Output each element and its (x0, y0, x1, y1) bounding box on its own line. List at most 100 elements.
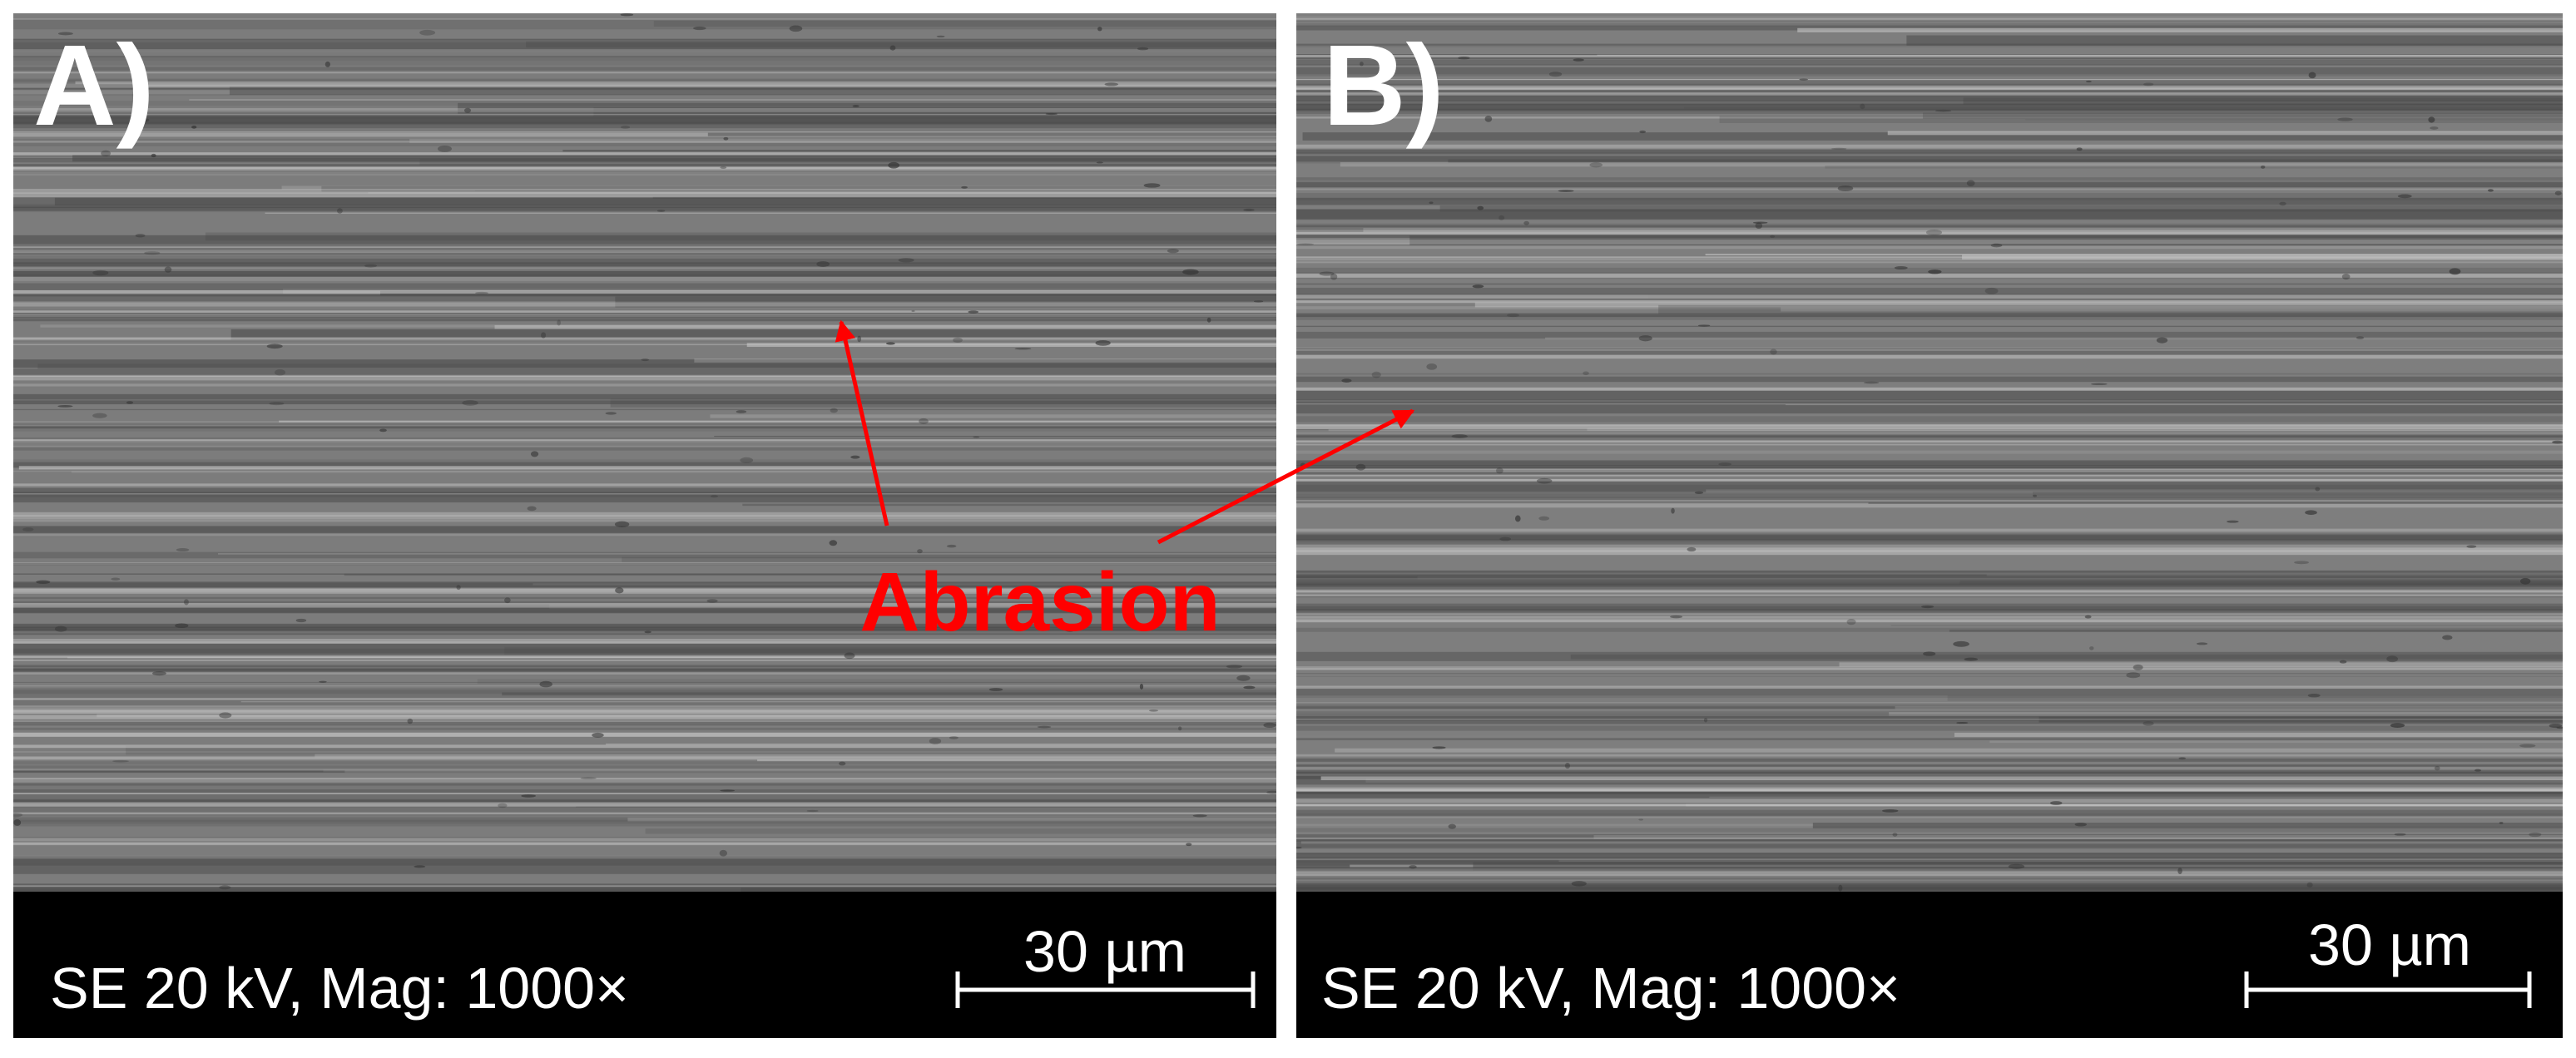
pit (2261, 165, 2266, 169)
striation (1959, 581, 2563, 585)
pit (274, 368, 286, 376)
pit (2305, 510, 2317, 515)
pit (615, 587, 624, 594)
striation (13, 889, 1276, 892)
striation (1296, 425, 2563, 429)
striation (13, 309, 1276, 317)
pit (1990, 243, 2003, 248)
striation (13, 424, 1276, 427)
pit (1703, 717, 1708, 723)
striation (1296, 373, 2563, 375)
pit (1925, 230, 1943, 235)
pit (719, 849, 728, 857)
pit (1860, 103, 1865, 110)
striation (1296, 868, 2563, 873)
striation (1296, 43, 2563, 47)
pit (136, 117, 150, 122)
pit (2143, 721, 2154, 726)
striation (562, 150, 1276, 152)
pit (2177, 868, 2182, 875)
striation (1296, 711, 2563, 715)
striation (13, 587, 1276, 592)
striation (13, 121, 1276, 132)
striation (13, 640, 1276, 644)
pit (1499, 536, 1512, 541)
striation (13, 274, 1276, 276)
striation (13, 339, 1276, 342)
striation (321, 185, 1276, 192)
pit (1892, 833, 1898, 837)
striation (315, 754, 1276, 758)
striation (502, 692, 1276, 696)
striation (1296, 803, 2563, 807)
striation (1350, 864, 2563, 868)
striation (13, 132, 1276, 137)
pit (1472, 284, 1484, 289)
striation (477, 679, 1276, 685)
pit (498, 803, 508, 808)
striation (13, 863, 1276, 866)
striation (13, 266, 1276, 277)
striation (1296, 788, 2563, 792)
striation (230, 329, 1276, 340)
info-text: SE 20 kV, Mag: 1000× (50, 956, 629, 1021)
striation (126, 745, 1276, 755)
pit (1429, 201, 1434, 205)
striation (13, 765, 1276, 774)
striation (323, 769, 1276, 773)
striation (1296, 871, 2563, 876)
pit (580, 777, 597, 779)
striation (13, 438, 1276, 442)
striation (1296, 494, 2563, 503)
striation (1296, 481, 2563, 492)
striation (13, 368, 1276, 376)
striation (1296, 104, 2563, 111)
striation (627, 818, 1276, 822)
striation (1296, 177, 2563, 188)
striation (13, 625, 1276, 635)
striation (694, 358, 1276, 363)
pit (656, 210, 666, 212)
pit (1253, 300, 1264, 303)
striation (1296, 596, 2563, 598)
striation (1296, 435, 2563, 438)
striation (1296, 739, 2563, 740)
pit (740, 457, 754, 463)
striation (13, 681, 1276, 683)
striation (13, 708, 1276, 711)
striation (1296, 209, 2563, 220)
striation (1296, 25, 2563, 31)
striation (1296, 803, 2563, 807)
pit (176, 547, 190, 552)
arrow (835, 319, 889, 527)
striation (1296, 668, 2563, 670)
pit (1341, 378, 1352, 383)
striation (13, 141, 1276, 143)
striation (1296, 89, 2563, 93)
striation (13, 393, 1276, 405)
striation (13, 117, 1276, 124)
pit (1928, 269, 1942, 274)
striation (1296, 294, 2563, 299)
striation (1296, 154, 2563, 164)
striation (707, 132, 1276, 136)
striation (1474, 302, 2563, 308)
pit (2449, 268, 2461, 275)
pit (1830, 147, 1847, 151)
striation (13, 423, 1276, 429)
striation (13, 668, 1276, 673)
pit (1432, 746, 1446, 749)
pit (830, 408, 838, 413)
pit (1670, 615, 1683, 619)
striation (1296, 689, 2563, 699)
pit (917, 549, 923, 554)
pit (1770, 349, 1777, 355)
striation (1296, 461, 2563, 466)
striation (13, 699, 1276, 706)
striation (1409, 235, 2563, 245)
striation (1296, 231, 2563, 235)
pit (885, 342, 895, 345)
pit (1934, 109, 1952, 112)
striation (1570, 654, 2563, 660)
pit (614, 521, 630, 527)
